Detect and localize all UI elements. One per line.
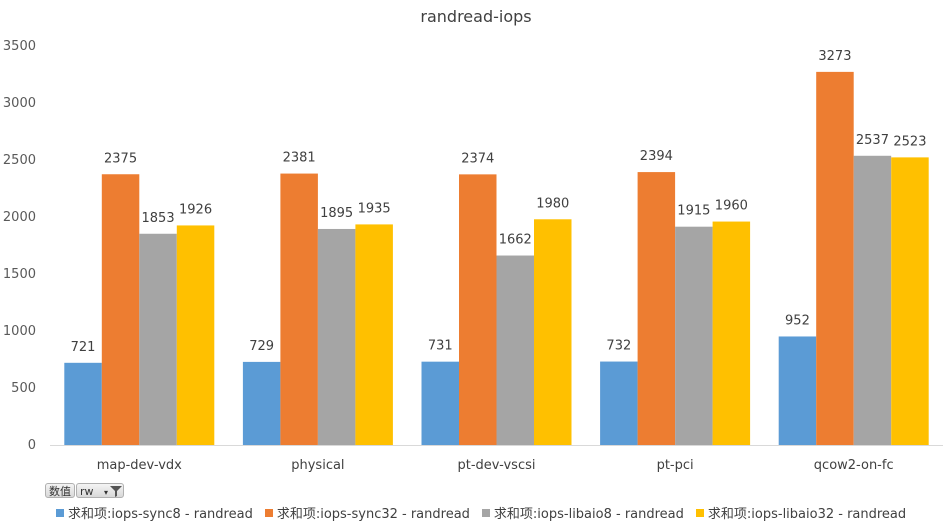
legend-swatch	[695, 508, 704, 517]
data-label: 1662	[499, 233, 532, 248]
x-tick-label: physical	[291, 458, 344, 473]
y-tick-label: 0	[28, 438, 36, 453]
legend-swatch	[481, 508, 490, 517]
y-tick-label: 1500	[3, 267, 36, 282]
legend-entry: 求和项:iops-sync32 - randread	[264, 503, 470, 522]
y-tick-label: 2000	[3, 210, 36, 225]
data-label: 2374	[461, 151, 494, 166]
x-axis: map-dev-vdx physical pt-dev-vscsi pt-pci qco…	[50, 445, 943, 473]
data-label: 1915	[677, 204, 710, 219]
data-label: 1935	[358, 201, 391, 216]
bar	[459, 174, 497, 445]
legend-label: 求和项:iops-libaio8 - randread	[493, 507, 684, 522]
data-label: 3273	[818, 49, 851, 64]
y-axis: 0 500 1000 1500 2000 2500 3000 3500	[3, 39, 36, 453]
bar	[891, 157, 929, 446]
data-label: 2537	[856, 133, 889, 148]
chevron-down-icon: ▾	[104, 488, 109, 497]
bar	[853, 155, 892, 446]
bar	[816, 71, 854, 446]
data-label: 732	[606, 339, 631, 354]
bar	[280, 173, 318, 446]
bar	[778, 336, 817, 445]
legend-label: 求和项:iops-libaio32 - randread	[707, 507, 907, 522]
bar	[600, 361, 638, 445]
bar	[637, 172, 676, 446]
data-labels: 721 729 731 732 952 2375 2381 2374 2394 3273 1853 1…	[71, 49, 927, 355]
data-label: 1853	[142, 211, 175, 226]
rw-field-button[interactable]: rw ▾	[76, 483, 124, 498]
bar	[496, 255, 534, 445]
data-label: 1980	[536, 196, 569, 211]
data-label: 731	[428, 339, 453, 354]
bar	[139, 233, 177, 445]
legend: 求和项:iops-sync8 - randread 求和项:iops-sync32…	[56, 503, 906, 522]
values-field-button[interactable]: 数值	[45, 483, 75, 498]
chart: randread-iops 0 500 1000 1500 2000 2500 3000 35…	[3, 7, 943, 473]
bar	[421, 361, 459, 445]
data-label: 1960	[715, 199, 748, 214]
bar	[712, 221, 751, 445]
bar	[101, 174, 140, 445]
legend-entry: 求和项:iops-libaio32 - randread	[695, 503, 907, 522]
bar	[355, 224, 393, 445]
values-field-label: 数值	[49, 485, 71, 498]
legend-label: 求和项:iops-sync8 - randread	[68, 507, 253, 522]
data-label: 2381	[283, 151, 316, 166]
bar	[317, 228, 356, 445]
bar	[64, 362, 102, 445]
legend-label: 求和项:iops-sync32 - randread	[276, 507, 470, 522]
rw-field-label: rw	[80, 485, 94, 498]
data-label: 721	[71, 340, 96, 355]
y-tick-label: 500	[11, 381, 36, 396]
legend-entry: 求和项:iops-libaio8 - randread	[481, 503, 684, 522]
bar-series	[64, 71, 929, 446]
data-label: 2523	[893, 134, 926, 149]
data-label: 952	[785, 313, 810, 328]
y-tick-label: 3000	[3, 96, 36, 111]
y-tick-label: 3500	[3, 39, 36, 54]
data-label: 2375	[104, 151, 137, 166]
y-tick-label: 1000	[3, 324, 36, 339]
legend-entry: 求和项:iops-sync8 - randread	[56, 503, 253, 522]
data-label: 1895	[320, 206, 353, 221]
x-tick-label: pt-dev-vscsi	[458, 458, 536, 473]
x-tick-label: qcow2-on-fc	[814, 458, 894, 473]
bar	[534, 219, 572, 445]
legend-swatch	[56, 508, 64, 517]
data-label: 2394	[640, 149, 673, 164]
x-tick-label: pt-pci	[657, 458, 694, 473]
bar	[675, 226, 713, 445]
filter-icon	[110, 486, 122, 497]
data-label: 729	[249, 339, 274, 354]
chart-title: randread-iops	[420, 7, 531, 26]
y-tick-label: 2500	[3, 153, 36, 168]
data-label: 1926	[179, 202, 212, 217]
x-tick-label: map-dev-vdx	[97, 458, 182, 473]
bar	[242, 361, 281, 445]
legend-swatch	[264, 508, 273, 517]
bar	[176, 225, 215, 445]
